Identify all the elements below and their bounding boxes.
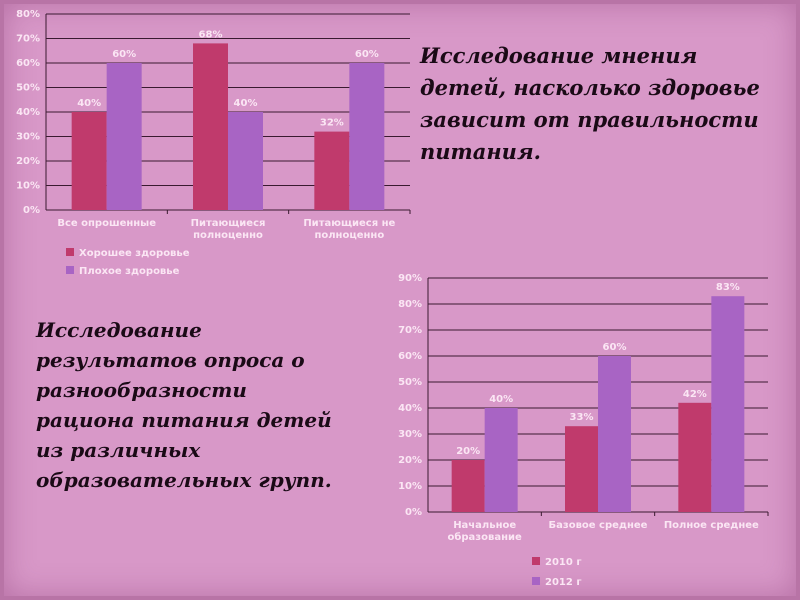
legend-label: 2010 г: [545, 557, 582, 568]
legend-swatch: [66, 248, 74, 256]
data-label: 60%: [355, 49, 379, 60]
bar: [711, 296, 745, 512]
y-tick-label: 10%: [16, 181, 40, 192]
data-label: 32%: [320, 118, 344, 129]
bar: [228, 112, 263, 210]
data-label: 40%: [489, 394, 513, 405]
bar: [349, 63, 385, 210]
x-category-label: Начальное образование: [448, 520, 522, 543]
x-category-label: Базовое среднее: [549, 520, 648, 531]
y-tick-label: 60%: [398, 351, 422, 362]
y-tick-label: 80%: [16, 9, 40, 20]
bar: [314, 131, 350, 210]
bar: [106, 63, 142, 210]
bar: [565, 426, 598, 512]
y-tick-label: 90%: [398, 273, 422, 284]
y-tick-label: 0%: [405, 507, 422, 518]
legend-label: 2012 г: [545, 577, 582, 588]
x-category-label: Все опрошенные: [57, 218, 156, 229]
bar: [71, 112, 107, 210]
data-label: 20%: [456, 446, 480, 457]
data-label: 83%: [716, 282, 740, 293]
x-category-label: Питающиеся не полноценно: [303, 218, 395, 241]
data-label: 40%: [77, 98, 101, 109]
y-tick-label: 50%: [398, 377, 422, 388]
y-tick-label: 30%: [16, 132, 40, 143]
y-tick-label: 80%: [398, 299, 422, 310]
legend-label: Плохое здоровье: [79, 266, 180, 277]
bar: [598, 356, 631, 512]
y-tick-label: 70%: [398, 325, 422, 336]
y-tick-label: 70%: [16, 34, 40, 45]
data-label: 42%: [683, 389, 707, 400]
legend-swatch: [532, 577, 540, 585]
y-tick-label: 40%: [16, 107, 40, 118]
y-tick-label: 20%: [16, 156, 40, 167]
data-label: 68%: [199, 29, 223, 40]
legend-label: Хорошее здоровье: [79, 248, 190, 259]
data-label: 33%: [570, 412, 594, 423]
data-label: 60%: [603, 342, 627, 353]
slide-title-bottom: Исследование результатов опроса о разноо…: [36, 318, 332, 492]
x-category-label: Питающиеся полноценно: [191, 218, 266, 241]
bar: [678, 402, 712, 512]
bar: [451, 460, 485, 512]
bar: [484, 408, 518, 512]
bar: [193, 43, 228, 211]
y-tick-label: 40%: [398, 403, 422, 414]
y-tick-label: 0%: [23, 205, 40, 216]
data-label: 60%: [112, 49, 136, 60]
y-tick-label: 20%: [398, 455, 422, 466]
legend-swatch: [66, 266, 74, 274]
y-tick-label: 50%: [16, 83, 40, 94]
y-tick-label: 10%: [398, 481, 422, 492]
slide-title-top: Исследование мнения детей, насколько здо…: [420, 43, 760, 164]
data-label: 40%: [234, 98, 258, 109]
x-category-label: Полное среднее: [664, 520, 759, 531]
y-tick-label: 30%: [398, 429, 422, 440]
legend-swatch: [532, 557, 540, 565]
y-tick-label: 60%: [16, 58, 40, 69]
